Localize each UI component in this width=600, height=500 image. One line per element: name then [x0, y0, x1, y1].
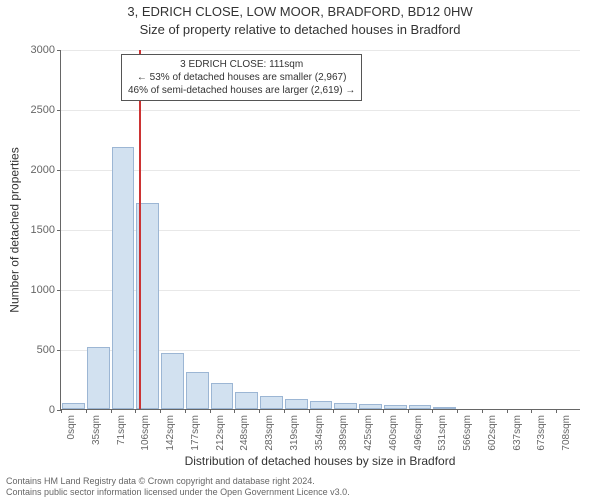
plot-area: 0500100015002000250030000sqm35sqm71sqm10…: [60, 50, 580, 410]
x-tick-label: 673sqm: [537, 415, 547, 455]
x-tick-mark: [457, 409, 458, 413]
info-box-line-2: ← 53% of detached houses are smaller (2,…: [128, 71, 355, 84]
y-tick-mark: [57, 170, 61, 171]
x-tick-label: 354sqm: [315, 415, 325, 455]
bar: [87, 347, 110, 409]
y-axis-label-text: Number of detached properties: [8, 147, 22, 312]
x-tick-label: 212sqm: [216, 415, 226, 455]
x-tick-mark: [61, 409, 62, 413]
x-tick-label: 248sqm: [240, 415, 250, 455]
x-tick-mark: [482, 409, 483, 413]
x-tick-mark: [185, 409, 186, 413]
marker-line: [139, 50, 141, 409]
y-tick-mark: [57, 230, 61, 231]
info-box-line-1: 3 EDRICH CLOSE: 111sqm: [128, 58, 355, 71]
x-tick-mark: [333, 409, 334, 413]
info-box: 3 EDRICH CLOSE: 111sqm← 53% of detached …: [121, 54, 362, 101]
bar: [186, 372, 209, 409]
x-tick-label: 283sqm: [265, 415, 275, 455]
footer-line-1: Contains HM Land Registry data © Crown c…: [6, 476, 350, 487]
y-axis-label: Number of detached properties: [8, 50, 22, 410]
x-tick-mark: [531, 409, 532, 413]
x-tick-mark: [358, 409, 359, 413]
x-tick-mark: [383, 409, 384, 413]
x-tick-label: 460sqm: [389, 415, 399, 455]
x-tick-mark: [86, 409, 87, 413]
x-tick-label: 637sqm: [513, 415, 523, 455]
x-tick-mark: [507, 409, 508, 413]
x-tick-mark: [210, 409, 211, 413]
y-tick-mark: [57, 350, 61, 351]
x-tick-label: 496sqm: [414, 415, 424, 455]
y-tick-label: 1000: [21, 284, 55, 296]
y-tick-label: 3000: [21, 44, 55, 56]
x-tick-label: 602sqm: [488, 415, 498, 455]
y-tick-label: 500: [21, 344, 55, 356]
x-tick-label: 319sqm: [290, 415, 300, 455]
x-tick-mark: [284, 409, 285, 413]
x-axis-label: Distribution of detached houses by size …: [60, 454, 580, 468]
x-tick-label: 106sqm: [141, 415, 151, 455]
y-tick-label: 0: [21, 404, 55, 416]
bar: [161, 353, 184, 409]
bar: [334, 403, 357, 409]
x-tick-mark: [309, 409, 310, 413]
x-tick-label: 35sqm: [92, 415, 102, 455]
footer-line-2: Contains public sector information licen…: [6, 487, 350, 498]
figure: 3, EDRICH CLOSE, LOW MOOR, BRADFORD, BD1…: [0, 0, 600, 500]
bar: [235, 392, 258, 409]
x-tick-label: 708sqm: [562, 415, 572, 455]
y-tick-mark: [57, 50, 61, 51]
bar: [211, 383, 234, 409]
x-tick-mark: [432, 409, 433, 413]
bar: [359, 404, 382, 409]
y-tick-label: 1500: [21, 224, 55, 236]
x-tick-label: 389sqm: [339, 415, 349, 455]
x-tick-label: 531sqm: [438, 415, 448, 455]
x-tick-mark: [135, 409, 136, 413]
x-tick-label: 142sqm: [166, 415, 176, 455]
bar: [285, 399, 308, 409]
bar: [62, 403, 85, 409]
x-tick-mark: [259, 409, 260, 413]
y-tick-mark: [57, 110, 61, 111]
x-tick-mark: [160, 409, 161, 413]
footer-note: Contains HM Land Registry data © Crown c…: [6, 476, 350, 498]
bar: [310, 401, 333, 409]
x-tick-mark: [234, 409, 235, 413]
title-subtitle: Size of property relative to detached ho…: [0, 22, 600, 37]
bar: [260, 396, 283, 409]
x-tick-mark: [111, 409, 112, 413]
y-tick-label: 2500: [21, 104, 55, 116]
y-tick-mark: [57, 290, 61, 291]
y-tick-label: 2000: [21, 164, 55, 176]
info-box-line-3: 46% of semi-detached houses are larger (…: [128, 84, 355, 97]
bar: [433, 407, 456, 409]
title-address: 3, EDRICH CLOSE, LOW MOOR, BRADFORD, BD1…: [0, 4, 600, 19]
bar: [409, 405, 432, 409]
x-tick-mark: [408, 409, 409, 413]
x-tick-label: 0sqm: [67, 415, 77, 455]
x-tick-mark: [556, 409, 557, 413]
bar: [112, 147, 135, 409]
x-tick-label: 71sqm: [117, 415, 127, 455]
x-tick-label: 566sqm: [463, 415, 473, 455]
x-tick-label: 177sqm: [191, 415, 201, 455]
bar: [384, 405, 407, 409]
x-tick-label: 425sqm: [364, 415, 374, 455]
